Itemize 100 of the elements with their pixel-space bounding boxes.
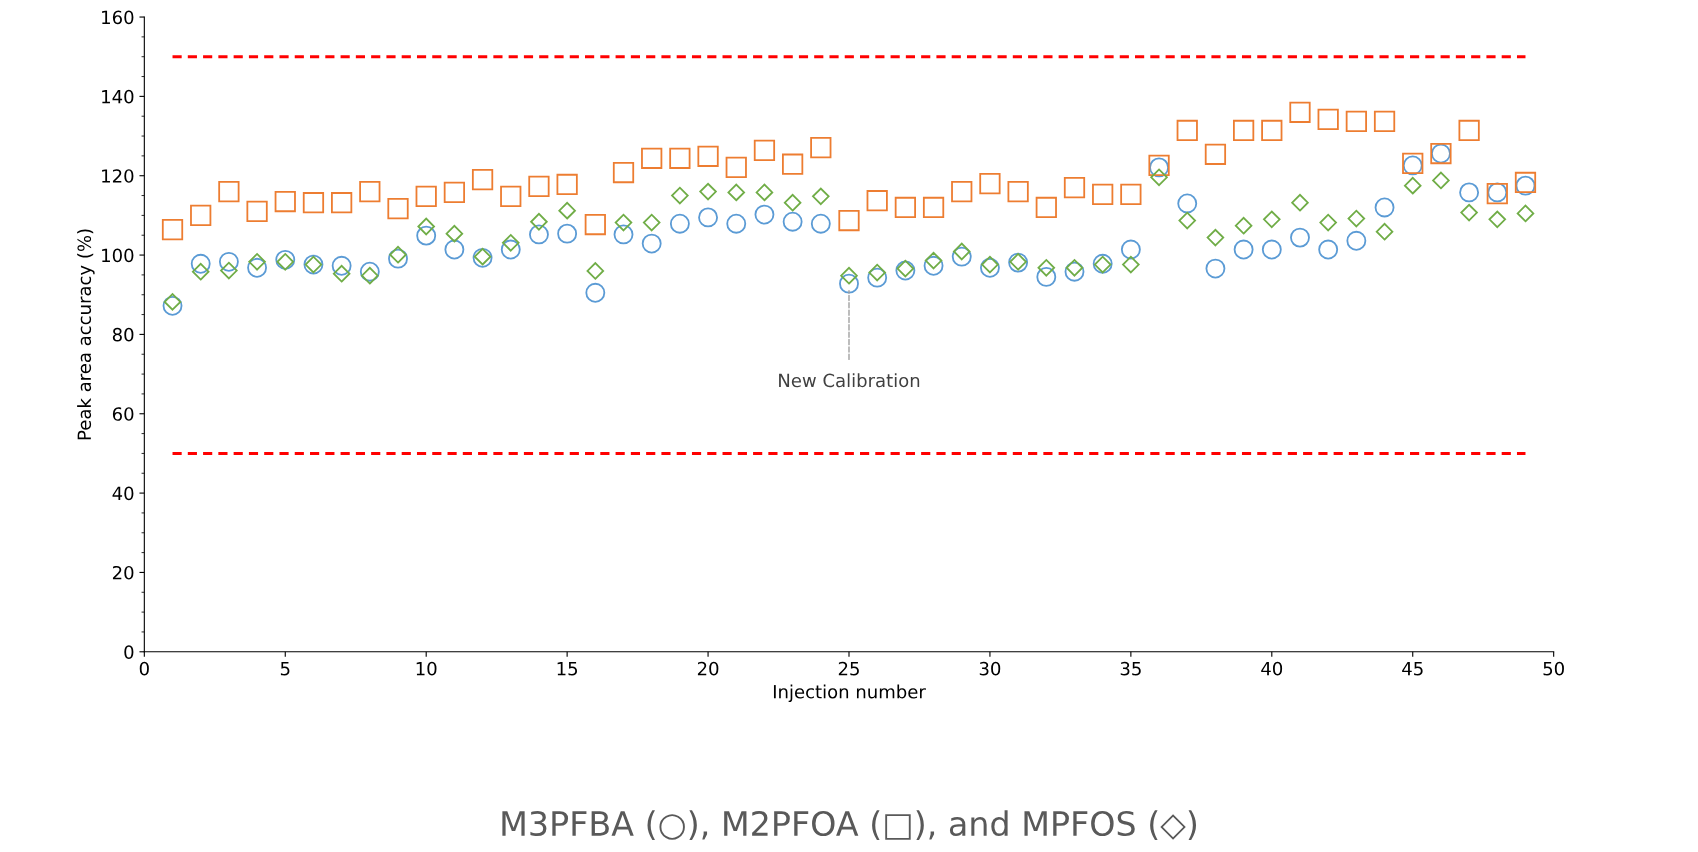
point xyxy=(922,196,945,219)
point xyxy=(1516,204,1535,223)
point xyxy=(614,213,633,232)
y-tick-label: 0 xyxy=(124,645,134,659)
point xyxy=(416,225,437,246)
point xyxy=(500,239,521,260)
point xyxy=(1233,239,1254,260)
point xyxy=(669,213,690,234)
point xyxy=(1204,143,1227,165)
point xyxy=(698,207,718,228)
point xyxy=(1177,193,1198,214)
point xyxy=(1035,196,1057,219)
point xyxy=(387,198,409,220)
point xyxy=(781,153,804,175)
point xyxy=(302,192,325,214)
y-tick-label: 100 xyxy=(102,248,134,263)
point xyxy=(1488,210,1507,229)
point xyxy=(754,204,775,225)
point xyxy=(641,147,663,169)
point xyxy=(1234,216,1253,235)
point xyxy=(1036,266,1057,287)
point xyxy=(697,145,719,167)
point xyxy=(331,255,352,276)
x-tick-label: 40 xyxy=(1261,661,1283,676)
point xyxy=(389,245,407,264)
point xyxy=(1373,110,1396,133)
point xyxy=(1319,213,1337,232)
y-tick-label: 140 xyxy=(102,89,134,104)
point xyxy=(1063,176,1086,199)
point xyxy=(951,246,972,267)
x-axis-title: Injection number xyxy=(773,684,926,703)
point xyxy=(445,224,464,243)
point xyxy=(1263,210,1281,229)
point xyxy=(443,181,466,204)
x-tick-label: 10 xyxy=(416,661,437,676)
point xyxy=(641,233,662,254)
x-tick-label: 0 xyxy=(139,661,149,676)
point xyxy=(671,186,689,205)
point xyxy=(1345,110,1367,133)
point xyxy=(838,209,860,232)
point xyxy=(1374,197,1395,218)
point xyxy=(501,234,520,252)
y-tick-label: 20 xyxy=(112,565,134,580)
point xyxy=(471,169,494,191)
point xyxy=(1375,222,1394,241)
point xyxy=(952,242,971,261)
point xyxy=(840,266,858,285)
point xyxy=(1065,259,1084,277)
point xyxy=(1459,182,1480,203)
point xyxy=(1120,183,1142,205)
point xyxy=(1206,228,1225,247)
point xyxy=(1122,255,1140,274)
point xyxy=(613,224,634,245)
point xyxy=(1289,101,1311,123)
point xyxy=(727,183,746,202)
point xyxy=(163,293,182,311)
point xyxy=(1347,209,1366,228)
x-tick-label: 25 xyxy=(838,661,859,676)
point xyxy=(1291,193,1309,212)
point xyxy=(810,136,832,159)
point xyxy=(782,211,803,232)
point xyxy=(1176,119,1198,142)
point xyxy=(1261,239,1282,260)
point xyxy=(388,248,408,269)
x-tick-label: 45 xyxy=(1402,662,1423,676)
point xyxy=(1232,119,1255,142)
text: M3PFBA (○), M2PFOA (□), and MPFOS (◇) xyxy=(502,810,1197,841)
annotation: New Calibration xyxy=(779,373,920,388)
point xyxy=(1092,183,1114,205)
x-tick-label: 30 xyxy=(979,661,1001,676)
point xyxy=(612,161,635,184)
point xyxy=(669,147,691,169)
point xyxy=(415,185,437,207)
point xyxy=(951,180,973,203)
point xyxy=(557,223,578,244)
point xyxy=(1458,119,1480,142)
point xyxy=(1317,108,1339,131)
point xyxy=(979,173,1001,195)
point xyxy=(1007,180,1029,203)
point xyxy=(500,185,522,207)
point xyxy=(586,262,605,280)
point xyxy=(1460,203,1478,222)
point xyxy=(1120,239,1141,260)
point xyxy=(1432,171,1450,190)
point xyxy=(444,239,465,260)
point xyxy=(246,200,268,223)
point xyxy=(161,219,184,241)
point xyxy=(248,253,266,271)
point xyxy=(812,187,830,206)
point xyxy=(753,139,776,161)
point xyxy=(924,251,943,270)
point xyxy=(1205,258,1226,279)
y-tick-label: 120 xyxy=(102,169,134,183)
point xyxy=(558,201,576,220)
point xyxy=(359,261,380,282)
point xyxy=(218,180,240,203)
point xyxy=(556,173,578,196)
point xyxy=(1178,211,1197,230)
point xyxy=(1261,119,1283,142)
point xyxy=(417,217,435,236)
